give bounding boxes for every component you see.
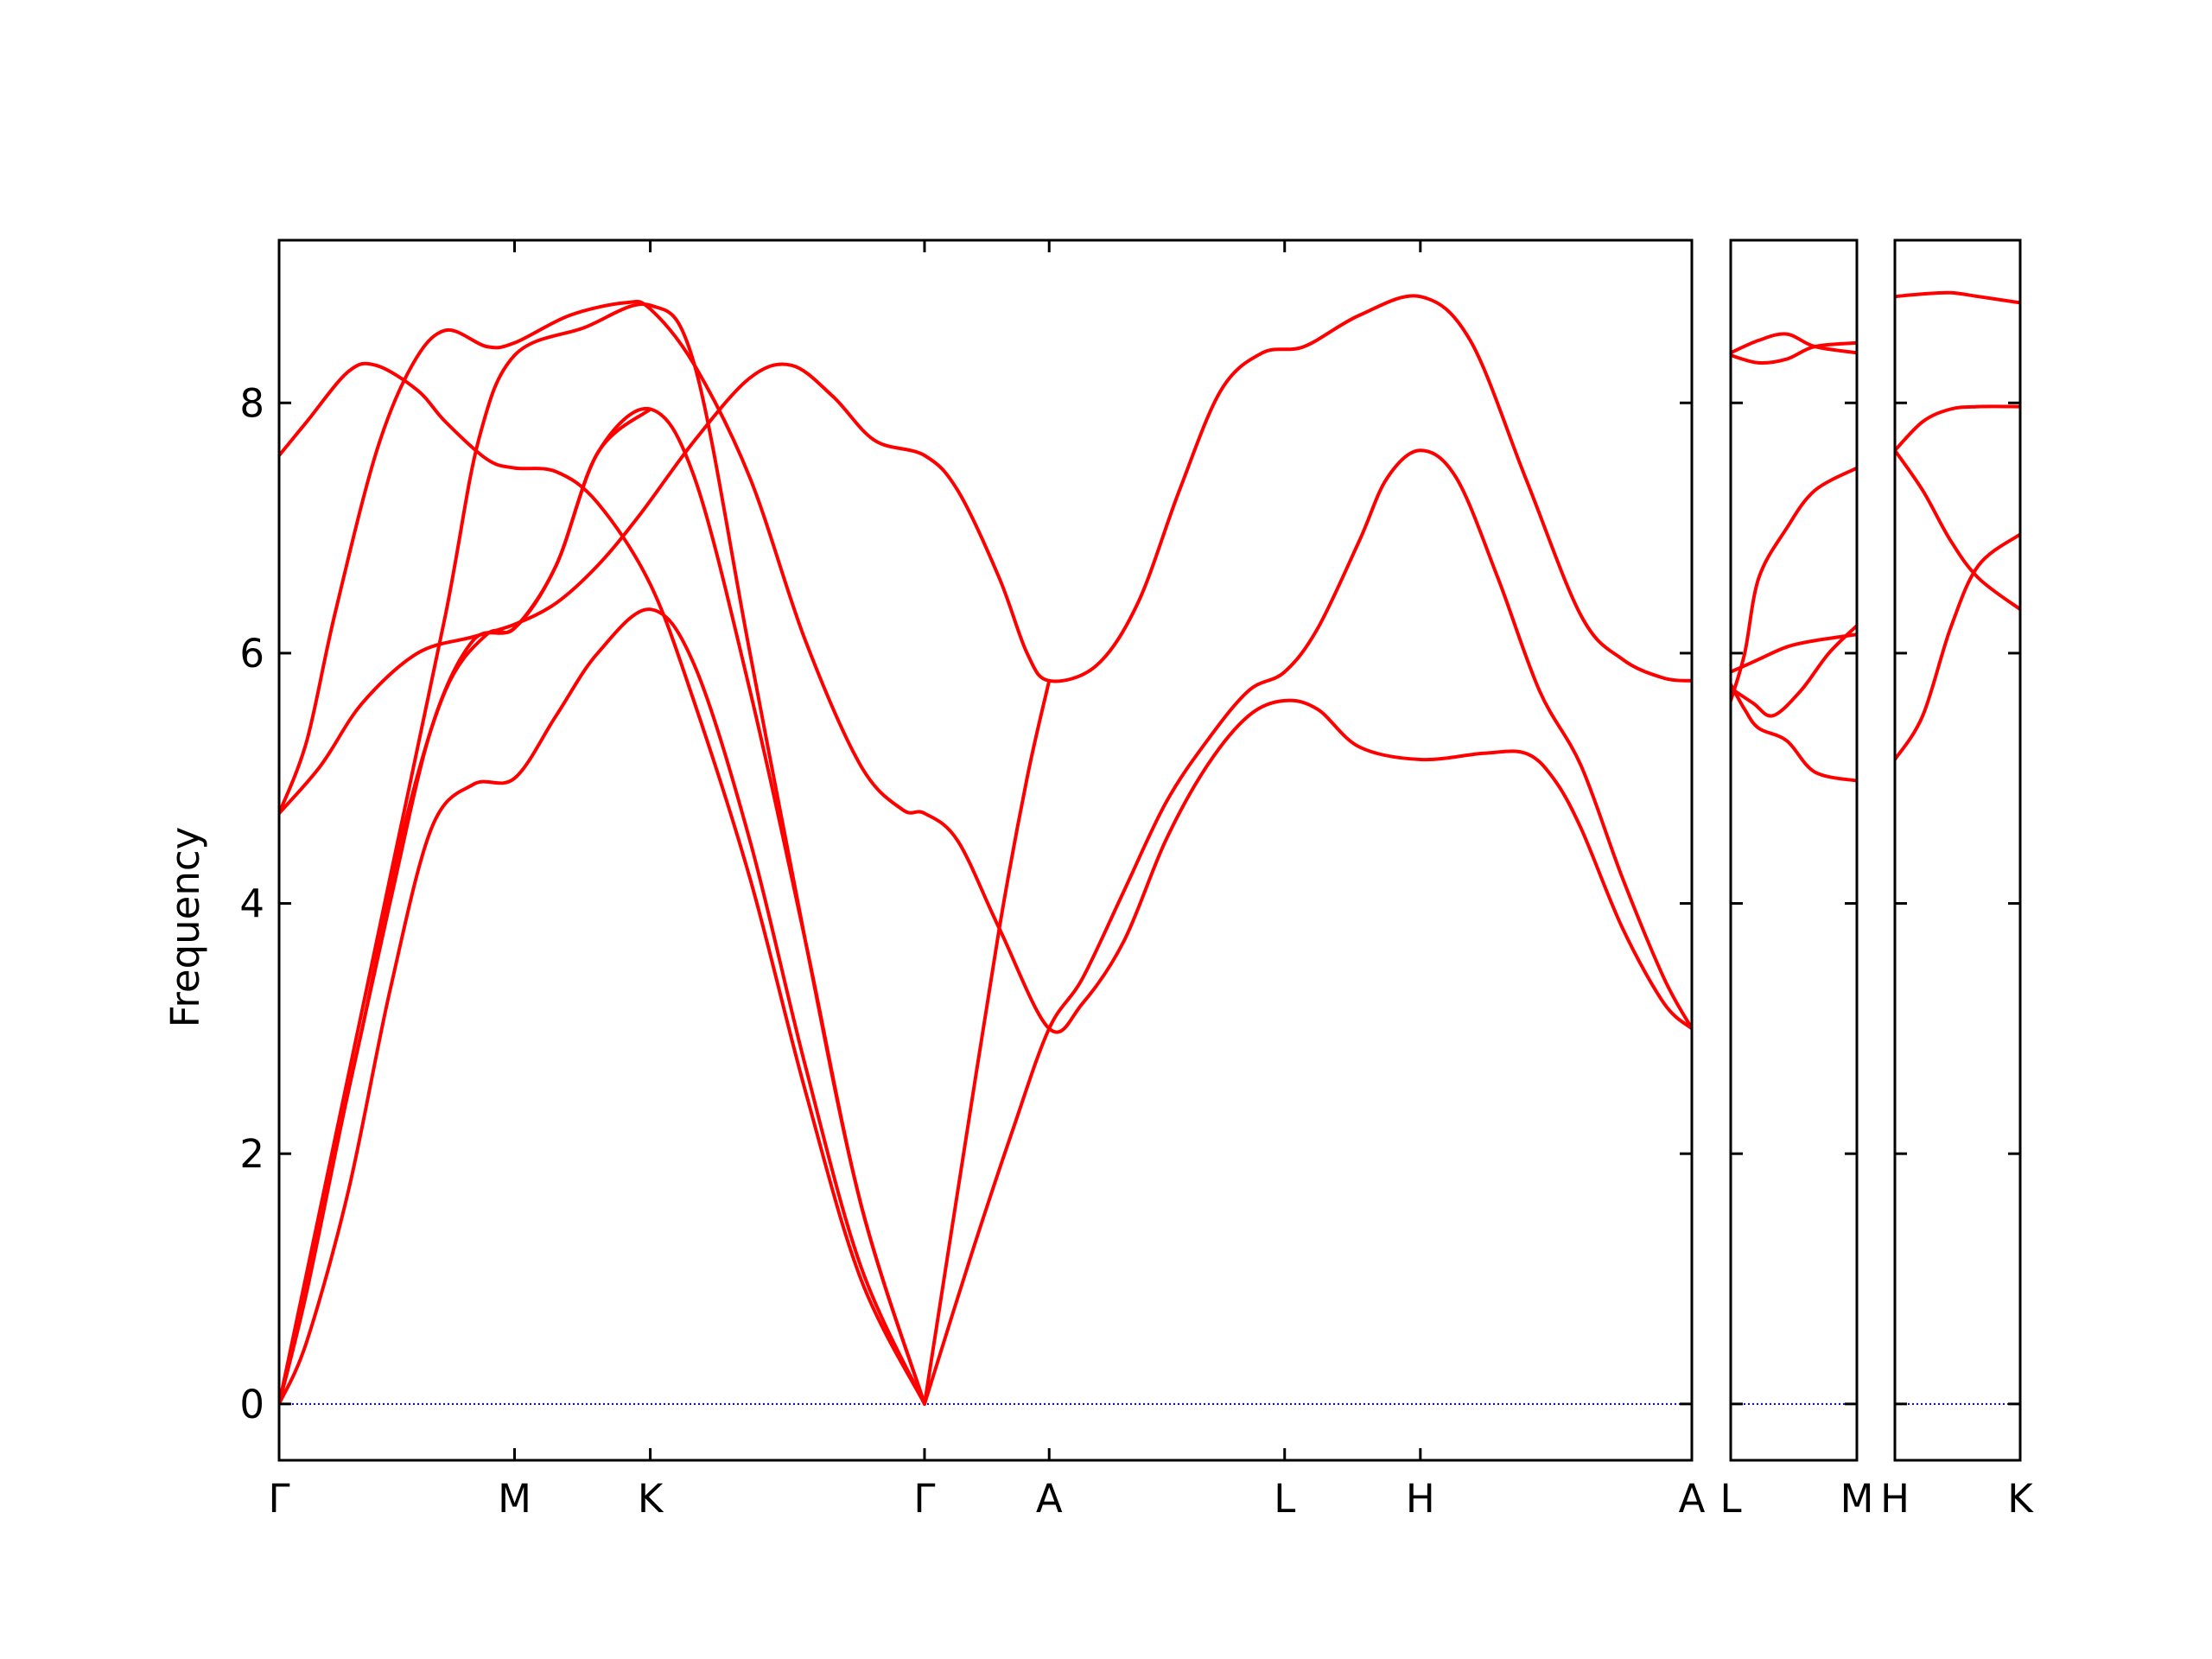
x-tick-label: K (2007, 1476, 2034, 1522)
y-tick-label: 6 (239, 631, 264, 677)
x-tick-label: A (1679, 1476, 1706, 1522)
x-tick-label: M (498, 1476, 531, 1522)
band-series (1731, 332, 1857, 783)
band-line (1731, 332, 1857, 355)
band-line (1731, 624, 1857, 718)
x-tick-label: L (1719, 1476, 1741, 1522)
x-tick-label: H (1880, 1476, 1910, 1522)
y-tick-labels: 0 2 4 6 8 (239, 380, 264, 1427)
panel-frame (1893, 238, 2022, 1462)
band-line (1731, 340, 1857, 365)
x-tick-label: H (1406, 1476, 1435, 1522)
x-tick-label: M (1840, 1476, 1874, 1522)
band-line (279, 406, 926, 1406)
y-axis-title: Frequency (162, 827, 208, 1027)
band-line (1895, 290, 2020, 305)
band-line (923, 448, 1692, 1406)
band-line (279, 607, 926, 1406)
y-tick-label: 0 (239, 1382, 264, 1427)
band-line (279, 294, 1692, 816)
y-tick-label: 4 (239, 881, 264, 927)
x-tick-label: K (638, 1476, 664, 1522)
x-tick-label: L (1274, 1476, 1295, 1522)
panel-frame (1729, 238, 1859, 1462)
y-tick-label: 8 (239, 380, 264, 426)
x-tick-label: A (1036, 1476, 1063, 1522)
panel-frame (277, 238, 1694, 1462)
band-line (1895, 448, 2020, 612)
band-line (1895, 404, 2020, 453)
band-series (1895, 290, 2020, 761)
band-line (1731, 466, 1857, 702)
band-line (1731, 632, 1857, 674)
band-line (279, 407, 652, 1406)
x-tick-label: Γ (913, 1476, 935, 1522)
x-tick-label: Γ (268, 1476, 289, 1522)
band-line (1731, 683, 1857, 783)
y-tick-label: 2 (239, 1131, 264, 1177)
band-line (279, 299, 1692, 1034)
band-line (279, 302, 926, 1406)
band-series (279, 294, 1692, 1406)
band-line (1895, 532, 2020, 761)
band-line (279, 361, 926, 1406)
band-line (923, 678, 1052, 1406)
